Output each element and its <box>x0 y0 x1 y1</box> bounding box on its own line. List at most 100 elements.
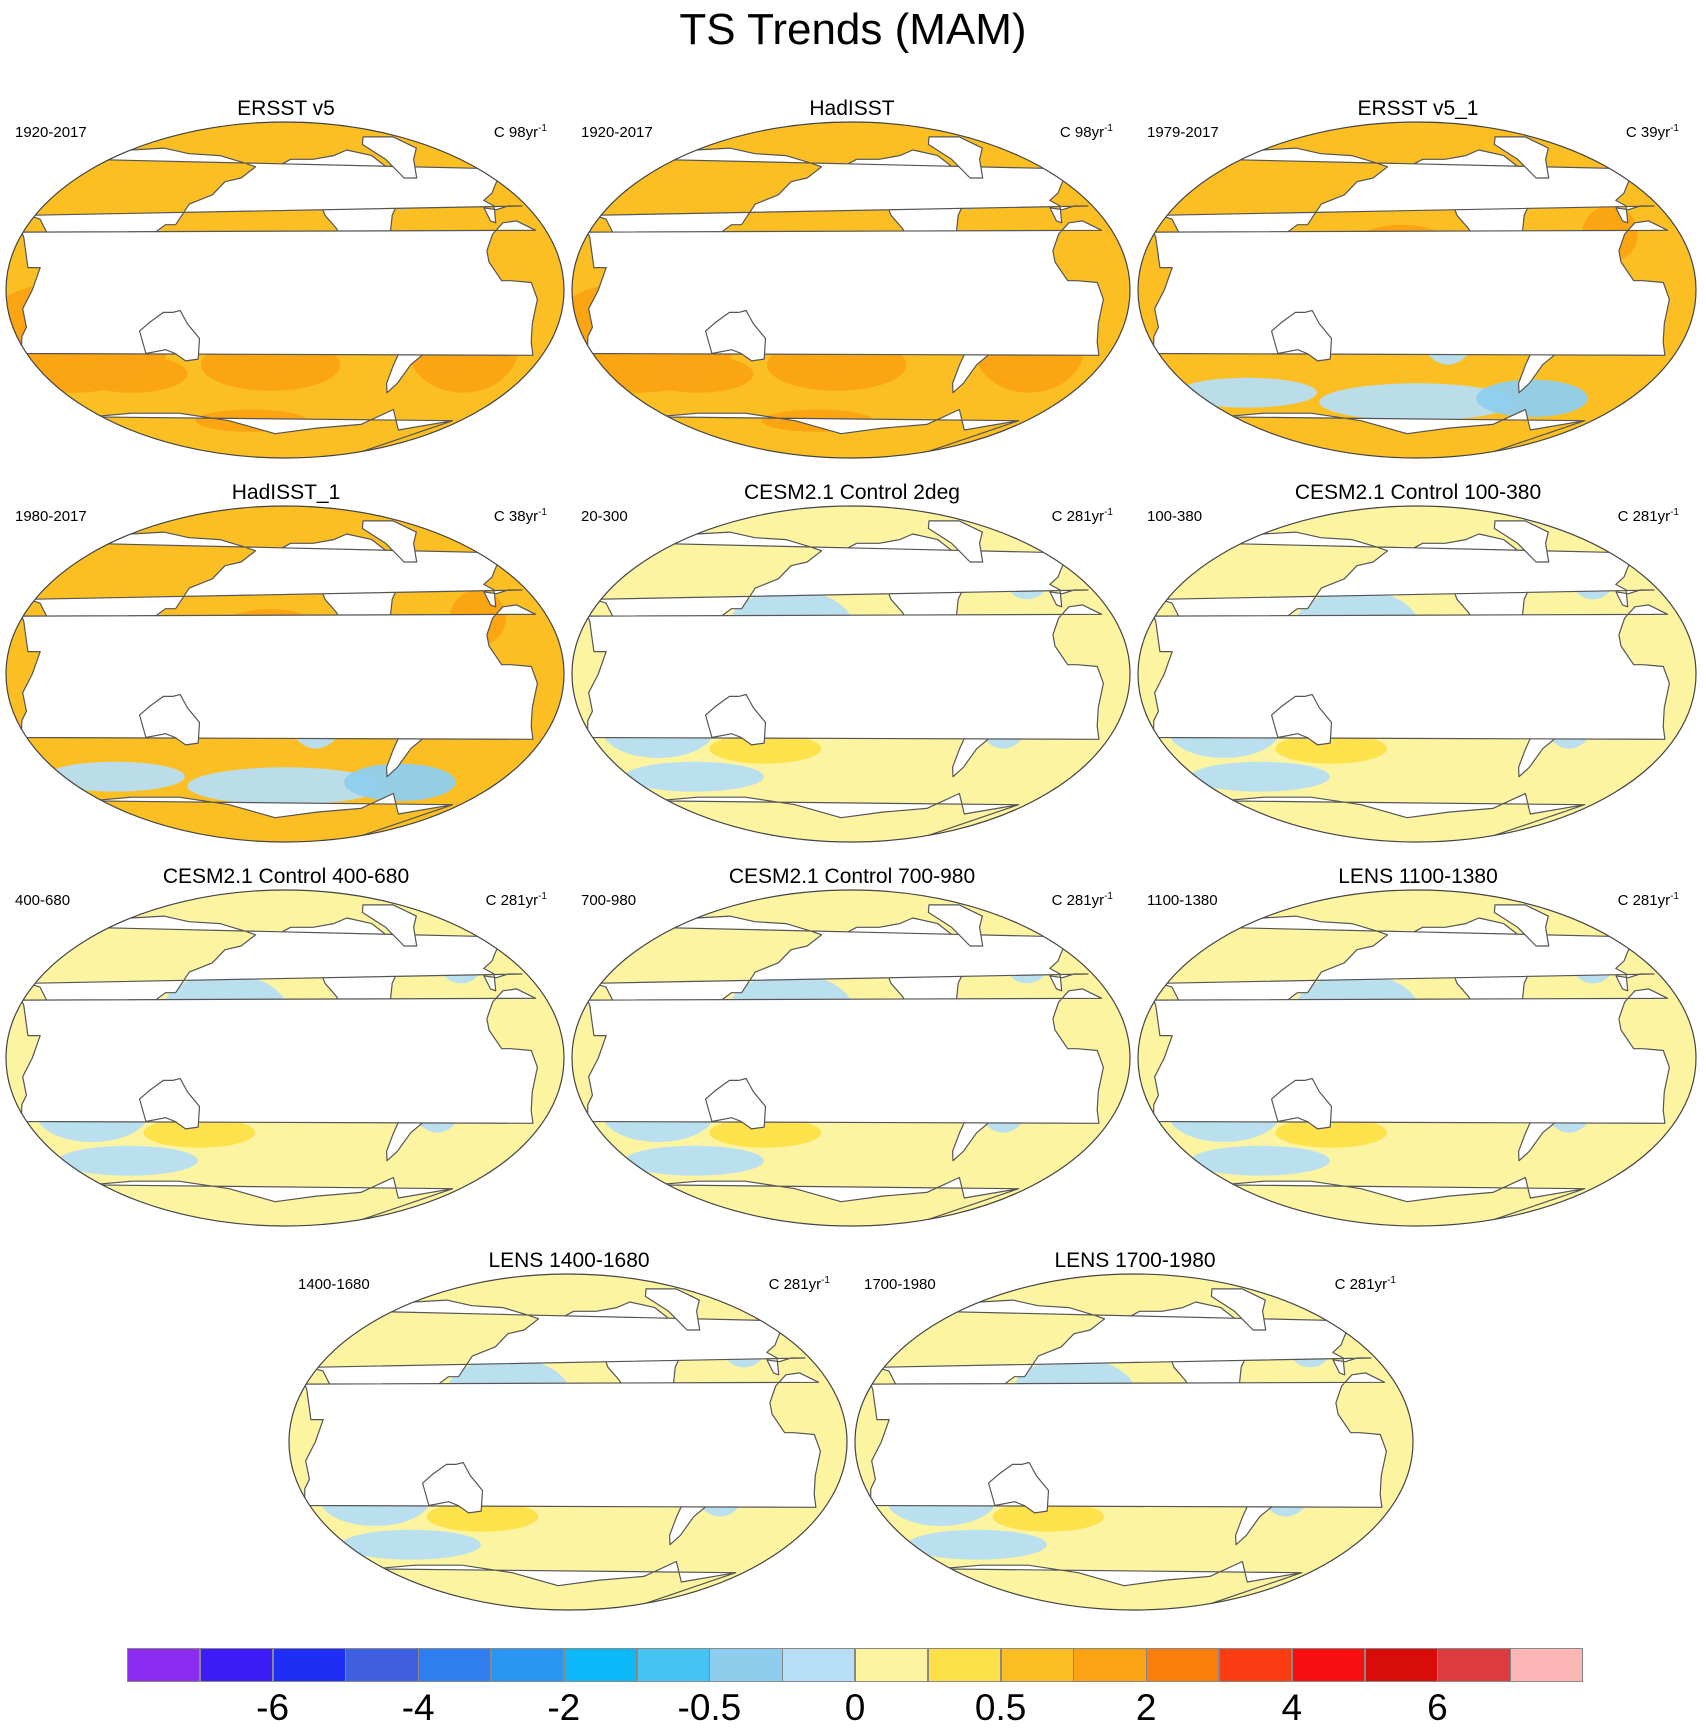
panel-units-exponent: -1 <box>1387 1275 1396 1286</box>
map-panel: CESM2.1 Control 700-980 700-980 C 281yr-1 <box>571 865 1133 1248</box>
land-australia <box>988 1461 1050 1514</box>
panel-units-label: C 281yr <box>768 1276 822 1293</box>
land-antarctica <box>655 1176 1020 1226</box>
world-map <box>1137 889 1697 1227</box>
panel-title: LENS 1400-1680 <box>488 1249 650 1272</box>
land-australia <box>139 693 201 746</box>
panel-units: C 281yr-1 <box>1335 1272 1396 1294</box>
land-greenland <box>1210 1288 1267 1331</box>
land-greenland <box>361 904 418 947</box>
map-panel: CESM2.1 Control 100-380 100-380 C 281yr-1 <box>1137 481 1699 864</box>
land-greenland <box>927 136 984 179</box>
panel-title: HadISST_1 <box>231 481 341 504</box>
panel-title: CESM2.1 Control 400-680 <box>162 865 410 888</box>
map-frame <box>1137 505 1697 843</box>
world-map <box>571 121 1131 459</box>
land-africa <box>869 1372 1387 1508</box>
panel-units-exponent: -1 <box>821 1275 830 1286</box>
panel-title: LENS 1700-1980 <box>1054 1249 1216 1272</box>
panel-period: 1979-2017 <box>1147 124 1219 141</box>
panel-period: 1400-1680 <box>298 1276 370 1293</box>
panel-units-label: C 281yr <box>1051 892 1105 909</box>
colorbar-swatch <box>1000 1648 1074 1682</box>
panel-units: C 39yr-1 <box>1626 120 1679 142</box>
land-antarctica <box>89 792 454 842</box>
world-map <box>288 1273 848 1611</box>
colorbar-swatch <box>1364 1648 1438 1682</box>
panel-units: C 98yr-1 <box>1060 120 1113 142</box>
colorbar-swatch <box>491 1648 565 1682</box>
colorbar-swatch <box>1510 1648 1584 1682</box>
trend-anomaly-region <box>1275 1117 1388 1148</box>
panel-units-exponent: -1 <box>1670 507 1679 518</box>
panel-title: LENS 1100-1380 <box>1338 865 1498 888</box>
land-australia <box>705 1077 767 1130</box>
map-frame <box>1137 121 1697 459</box>
land-greenland <box>361 520 418 563</box>
trend-anomaly-region <box>1190 761 1330 792</box>
land-antarctica <box>89 1176 454 1226</box>
colorbar-swatch <box>1437 1648 1511 1682</box>
land-australia <box>139 309 201 362</box>
world-map <box>5 505 565 843</box>
colorbar-swatch <box>127 1648 201 1682</box>
world-map <box>1137 121 1697 459</box>
colorbar-tick-label: 6 <box>1427 1687 1448 1728</box>
panel-units: C 281yr-1 <box>769 1272 830 1294</box>
panel-period: 100-380 <box>1147 508 1203 525</box>
colorbar-tick-label: 2 <box>1135 1687 1157 1728</box>
colorbar-tick-label: -0.5 <box>677 1687 742 1728</box>
land-antarctica <box>89 408 454 458</box>
trend-anomaly-region <box>907 1529 1047 1560</box>
map-panel: LENS 1700-1980 1700-1980 C 281yr-1 <box>854 1249 1416 1632</box>
panel-units: C 98yr-1 <box>494 120 547 142</box>
panel-units: C 38yr-1 <box>494 504 547 526</box>
panel-title: ERSST v5 <box>237 97 335 120</box>
trend-anomaly-region <box>143 1117 256 1148</box>
world-map <box>571 889 1131 1227</box>
map-panel: LENS 1400-1680 1400-1680 C 281yr-1 <box>288 1249 850 1632</box>
land-australia <box>705 309 767 362</box>
land-australia <box>705 693 767 746</box>
trend-anomaly-region <box>344 763 456 801</box>
panel-units-exponent: -1 <box>1104 123 1113 134</box>
map-panel: CESM2.1 Control 400-680 400-680 C 281yr-1 <box>5 865 567 1248</box>
land-antarctica <box>938 1560 1303 1610</box>
colorbar-swatch <box>563 1648 638 1682</box>
land-greenland <box>927 904 984 947</box>
colorbar-tick-label: -4 <box>401 1687 435 1728</box>
world-map <box>854 1273 1414 1611</box>
panel-period: 20-300 <box>581 508 628 525</box>
colorbar-swatch <box>927 1648 1002 1682</box>
map-frame <box>571 505 1131 843</box>
land-greenland <box>927 520 984 563</box>
map-panel: CESM2.1 Control 2deg 20-300 C 281yr-1 <box>571 481 1133 864</box>
colorbar-swatch <box>709 1648 783 1682</box>
land-africa <box>1152 604 1670 740</box>
world-map <box>5 889 565 1227</box>
panel-units: C 281yr-1 <box>1052 888 1113 910</box>
panel-units-exponent: -1 <box>1670 123 1679 134</box>
trend-anomaly-region <box>1319 383 1515 421</box>
land-antarctica <box>655 792 1020 842</box>
world-map <box>1137 505 1697 843</box>
panel-units-exponent: -1 <box>538 123 547 134</box>
land-africa <box>586 220 1104 356</box>
trend-anomaly-region <box>75 355 188 393</box>
colorbar-swatch <box>1219 1648 1293 1682</box>
trend-anomaly-region <box>58 1145 198 1176</box>
land-greenland <box>361 136 418 179</box>
panel-units-label: C 281yr <box>1051 508 1105 525</box>
panel-period: 1100-1380 <box>1147 892 1218 909</box>
colorbar-tick-label: -2 <box>547 1687 581 1728</box>
land-africa <box>1152 220 1670 356</box>
colorbar-swatch <box>782 1648 856 1682</box>
map-frame <box>5 889 565 1227</box>
trend-anomaly-region <box>709 733 822 764</box>
panel-units-label: C 281yr <box>1617 892 1671 909</box>
panel-title: ERSST v5_1 <box>1357 97 1479 120</box>
colorbar-tick-label: -6 <box>256 1687 290 1728</box>
trend-anomaly-region <box>992 1501 1105 1532</box>
colorbar-swatch <box>636 1648 710 1682</box>
trend-anomaly-region <box>341 1529 481 1560</box>
